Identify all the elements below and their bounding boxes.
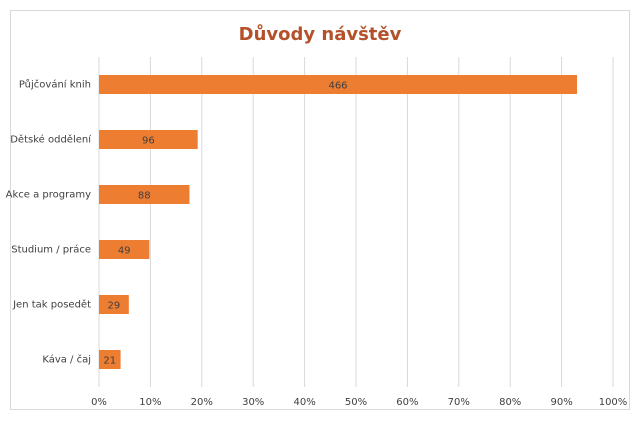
x-tick-label: 20%	[191, 397, 213, 408]
x-tick-label: 80%	[499, 397, 521, 408]
x-tick-label: 40%	[293, 397, 315, 408]
bar	[99, 295, 129, 314]
chart-border	[10, 10, 630, 410]
bar	[99, 130, 198, 149]
bar	[99, 240, 150, 259]
y-tick-label: Studium / práce	[11, 244, 91, 256]
y-tick-label: Káva / čaj	[42, 354, 91, 366]
x-tick-label: 70%	[448, 397, 470, 408]
data-label: 466	[328, 81, 347, 92]
x-tick-label: 50%	[345, 397, 367, 408]
y-tick-label: Akce a programy	[6, 190, 91, 201]
data-label: 88	[138, 191, 151, 202]
data-label: 29	[108, 301, 121, 312]
y-tick-label: Dětské oddělení	[10, 134, 92, 146]
data-label: 49	[118, 246, 131, 257]
x-tick-label: 60%	[396, 397, 418, 408]
x-tick-label: 30%	[242, 397, 264, 408]
y-tick-label: Jen tak posedět	[12, 299, 91, 311]
chart-title: Důvody návštěv	[239, 23, 402, 45]
y-tick-label: Půjčování knih	[19, 79, 91, 91]
x-tick-label: 10%	[139, 397, 161, 408]
bar	[99, 185, 190, 204]
bar	[99, 75, 578, 94]
x-tick-label: 100%	[599, 397, 628, 408]
bar	[99, 350, 121, 369]
data-label: 96	[142, 136, 155, 147]
data-label: 21	[103, 356, 116, 367]
x-tick-label: 90%	[550, 397, 572, 408]
x-tick-label: 0%	[91, 397, 107, 408]
